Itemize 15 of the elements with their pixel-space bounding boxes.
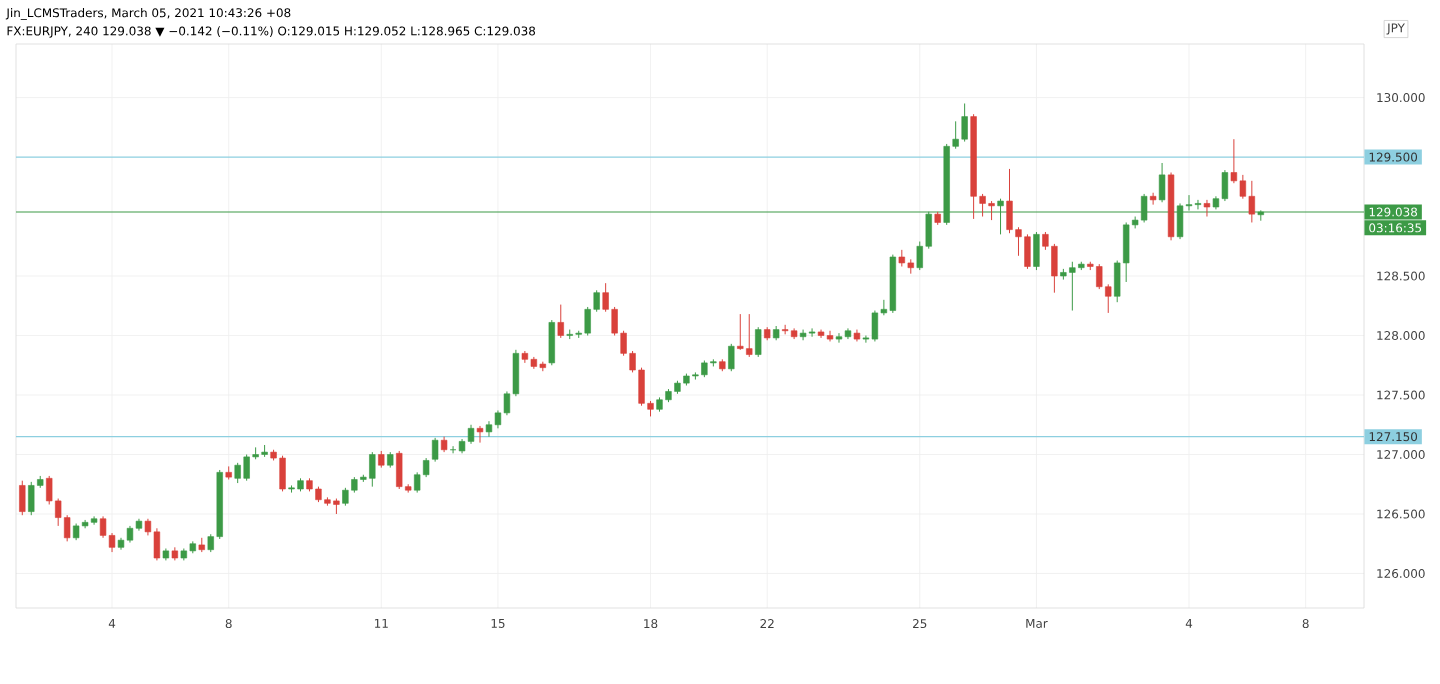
candlestick xyxy=(467,424,475,445)
candlestick xyxy=(1149,192,1157,206)
candlestick xyxy=(1158,162,1166,203)
candlestick xyxy=(755,326,762,358)
candlestick xyxy=(19,480,26,516)
candlestick xyxy=(485,420,493,438)
candlestick xyxy=(1033,231,1040,271)
candlestick xyxy=(476,425,484,444)
candlestick xyxy=(835,332,843,344)
candlestick xyxy=(1203,199,1211,218)
candlestick xyxy=(728,343,735,372)
candlestick xyxy=(826,330,834,342)
candlestick xyxy=(557,304,564,339)
candlestick xyxy=(431,437,439,463)
candlestick xyxy=(548,319,555,366)
